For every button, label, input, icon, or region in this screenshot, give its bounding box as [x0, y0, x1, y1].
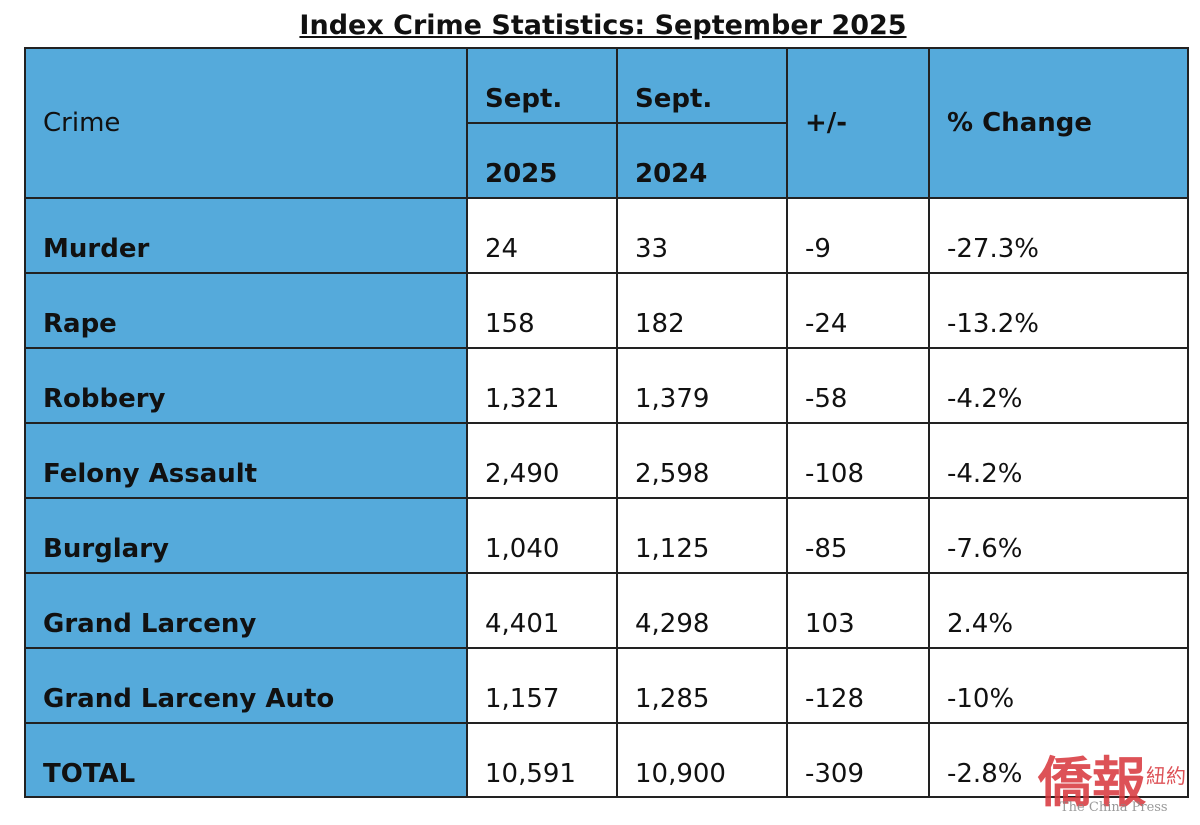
- header-cell: Sept.: [617, 48, 787, 123]
- data-cell: 1,321: [467, 348, 617, 423]
- data-cell: -4.2%: [929, 423, 1188, 498]
- header-cell: Sept.: [467, 48, 617, 123]
- header-cell: +/-: [787, 48, 929, 198]
- row-label: Felony Assault: [25, 423, 467, 498]
- data-cell: 1,040: [467, 498, 617, 573]
- data-cell: -4.2%: [929, 348, 1188, 423]
- data-cell: 10,591: [467, 723, 617, 798]
- data-cell: -9: [787, 198, 929, 273]
- watermark-logo: 僑報: [1038, 750, 1146, 814]
- data-cell: -7.6%: [929, 498, 1188, 573]
- data-cell: -108: [787, 423, 929, 498]
- data-cell: -128: [787, 648, 929, 723]
- data-cell: -85: [787, 498, 929, 573]
- data-cell: 182: [617, 273, 787, 348]
- data-cell: 1,285: [617, 648, 787, 723]
- row-label: TOTAL: [25, 723, 467, 798]
- table-title: Index Crime Statistics: September 2025: [299, 10, 907, 41]
- data-cell: 10,900: [617, 723, 787, 798]
- watermark-english: The China Press: [1060, 800, 1168, 815]
- data-cell: 1,379: [617, 348, 787, 423]
- row-label: Rape: [25, 273, 467, 348]
- header-cell: Crime: [25, 48, 467, 198]
- row-label: Grand Larceny: [25, 573, 467, 648]
- row-label: Burglary: [25, 498, 467, 573]
- data-cell: -58: [787, 348, 929, 423]
- data-cell: -2.8%: [929, 723, 1188, 798]
- data-cell: 4,298: [617, 573, 787, 648]
- data-cell: 33: [617, 198, 787, 273]
- data-cell: -13.2%: [929, 273, 1188, 348]
- header-cell: 2024: [617, 123, 787, 198]
- data-cell: -24: [787, 273, 929, 348]
- data-cell: 158: [467, 273, 617, 348]
- data-cell: 103: [787, 573, 929, 648]
- data-cell: 24: [467, 198, 617, 273]
- data-cell: -10%: [929, 648, 1188, 723]
- row-label: Murder: [25, 198, 467, 273]
- watermark-city: 紐約: [1146, 764, 1186, 788]
- header-cell: % Change: [929, 48, 1188, 198]
- data-cell: -27.3%: [929, 198, 1188, 273]
- row-label: Grand Larceny Auto: [25, 648, 467, 723]
- data-cell: -309: [787, 723, 929, 798]
- data-cell: 1,125: [617, 498, 787, 573]
- data-cell: 4,401: [467, 573, 617, 648]
- data-cell: 1,157: [467, 648, 617, 723]
- data-cell: 2,490: [467, 423, 617, 498]
- data-cell: 2.4%: [929, 573, 1188, 648]
- header-cell: 2025: [467, 123, 617, 198]
- row-label: Robbery: [25, 348, 467, 423]
- data-cell: 2,598: [617, 423, 787, 498]
